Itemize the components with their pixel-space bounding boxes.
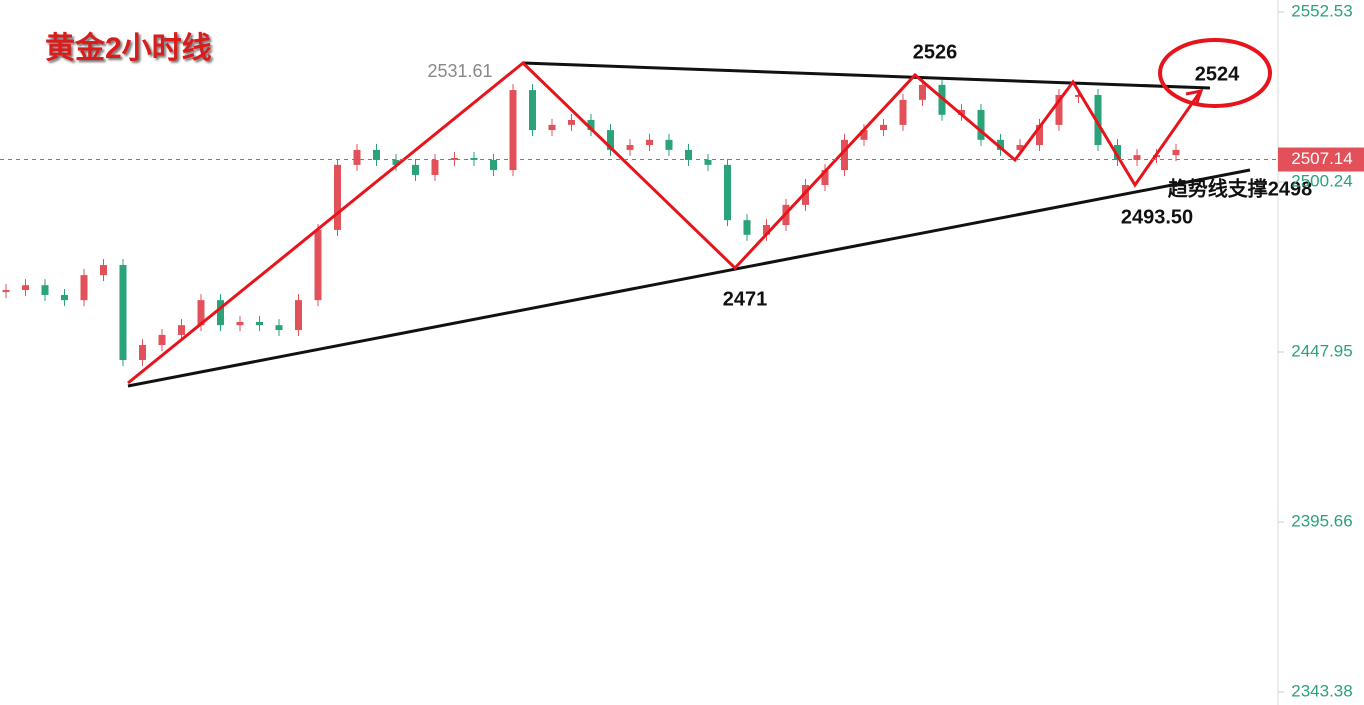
candle-body xyxy=(821,170,829,186)
candle-body xyxy=(1094,94,1102,146)
candle-body xyxy=(256,321,263,326)
candle-body xyxy=(41,285,49,295)
candle-body xyxy=(665,139,673,150)
candle-body xyxy=(392,159,400,165)
last-price-label: 2507.14 xyxy=(1291,149,1352,168)
candle-body xyxy=(646,139,653,146)
candle-body xyxy=(509,90,517,171)
y-tick-label: 2447.95 xyxy=(1291,341,1352,360)
candle-body xyxy=(275,325,283,331)
candle-body xyxy=(899,99,907,125)
target-circle xyxy=(1158,38,1272,108)
candle-body xyxy=(158,334,166,346)
candle-body xyxy=(548,124,556,131)
zigzag xyxy=(127,60,1202,385)
candle-body xyxy=(100,265,107,276)
candle-body xyxy=(178,325,185,335)
candles xyxy=(2,78,1180,366)
candle-body xyxy=(431,159,439,175)
annotation-lines xyxy=(127,38,1272,388)
candle-body xyxy=(802,185,809,205)
candle-body xyxy=(977,109,985,140)
candle-body xyxy=(119,265,127,360)
candle-body xyxy=(61,294,68,301)
candle-body xyxy=(1172,149,1180,156)
candle-body xyxy=(919,84,926,100)
annotation: 2471 xyxy=(723,288,768,310)
candle-body xyxy=(860,130,868,140)
candle-body xyxy=(724,164,731,221)
arrow-head xyxy=(1185,89,1204,106)
candle-body xyxy=(490,159,497,171)
candle-body xyxy=(763,225,770,235)
candle-body xyxy=(1055,94,1063,125)
candle-body xyxy=(80,275,88,301)
candle-body xyxy=(997,139,1004,150)
candle-body xyxy=(841,139,848,171)
candle-body xyxy=(1036,124,1043,146)
candle-body xyxy=(568,119,575,125)
chart-title: 黄金2小时线 xyxy=(45,31,212,65)
candle-body xyxy=(314,229,322,301)
candle-body xyxy=(353,149,361,165)
candle-body xyxy=(880,124,887,131)
annotation: 趋势线支撑2498 xyxy=(1168,176,1313,200)
last-price-tag xyxy=(1278,147,1364,172)
candle-body xyxy=(607,130,614,150)
candle-body xyxy=(587,119,595,131)
candle-body xyxy=(626,145,634,150)
candle-body xyxy=(958,109,965,115)
candle-body xyxy=(334,164,341,230)
annotation: 2524 xyxy=(1195,63,1240,85)
support-trendline xyxy=(127,168,1251,388)
candle-body xyxy=(704,159,712,165)
candle-body xyxy=(2,290,10,293)
annotation: 2493.50 xyxy=(1121,206,1193,228)
candle-body xyxy=(217,300,224,326)
candle-body xyxy=(22,285,29,291)
candle-body xyxy=(1075,94,1082,97)
candle-body xyxy=(236,321,244,326)
candle-body xyxy=(451,158,458,161)
candle-body xyxy=(139,345,146,360)
candle-body xyxy=(1133,155,1141,160)
y-tick-label: 2552.53 xyxy=(1291,1,1352,20)
candle-body xyxy=(1114,145,1121,160)
candle-body xyxy=(743,220,751,235)
candle-body xyxy=(373,149,380,160)
y-tick-label: 2500.24 xyxy=(1291,171,1352,190)
y-tick-label: 2343.38 xyxy=(1291,682,1352,701)
annotation: 2531.61 xyxy=(427,61,492,81)
annotation: 2526 xyxy=(913,41,958,63)
candle-body xyxy=(685,149,692,160)
candle-body xyxy=(1016,145,1024,150)
candle-body xyxy=(412,164,419,175)
y-tick-label: 2395.66 xyxy=(1291,512,1352,531)
candle-body xyxy=(295,300,302,331)
candle-body xyxy=(197,300,205,326)
resistance-trendline xyxy=(522,61,1211,90)
candle-body xyxy=(529,90,536,131)
